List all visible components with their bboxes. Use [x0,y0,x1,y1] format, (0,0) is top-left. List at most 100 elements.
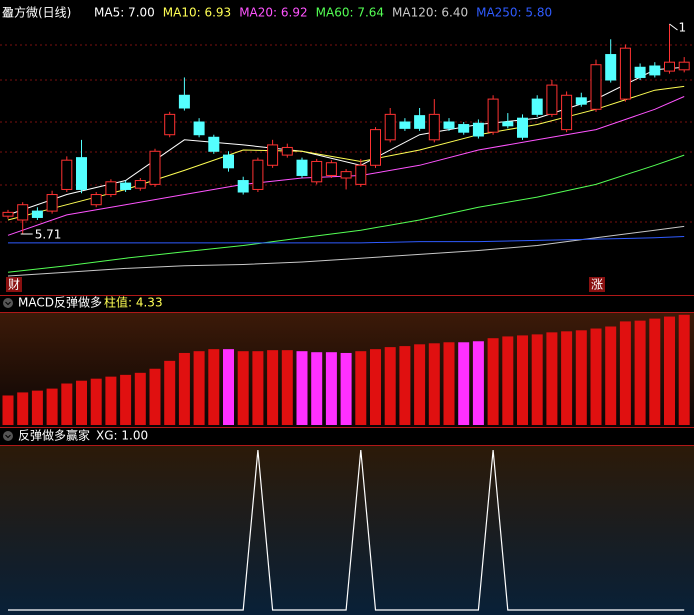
macd-bar [487,338,499,425]
candle-body [237,180,249,193]
legend-entry: MA60: 7.64 [316,6,384,20]
candle-body [31,210,43,218]
macd-bar [546,332,558,425]
macd-bar [223,349,234,425]
candle-body [443,121,455,129]
macd-bar [370,349,381,425]
candle-body [178,94,190,109]
pane-value: 柱值: 4.33 [104,295,163,310]
candle-body [17,204,29,221]
candle-body [164,113,176,136]
xg-line [8,449,685,611]
xg-pane [0,446,694,615]
macd-bar [2,395,14,425]
candle-body [531,98,543,115]
macd-bar [296,351,308,425]
macd-bar [605,326,617,425]
annotation-arrow [669,23,678,31]
candle-body [340,171,352,179]
candle-body [193,121,205,136]
candle-body [149,150,161,185]
collapse-icons[interactable] [3,8,13,441]
marker-box [6,277,22,292]
candle-body [61,159,73,190]
candle-body [134,180,146,189]
macd-bar [325,352,337,425]
candle-body [2,211,14,217]
candle-body [502,121,514,127]
macd-bar [575,330,587,425]
macd-bar [237,351,249,425]
candle-body [678,61,690,71]
macd-bar [590,328,602,425]
annotation: 5.71 [35,228,62,242]
candle-body [664,61,675,72]
pane-title: MACD反弹做多 [18,295,102,310]
macd-bar [502,336,514,425]
candle-body [487,98,499,133]
macd-bar [517,335,528,425]
macd-bar [76,380,87,425]
chart-title: 盈方微(日线) [2,5,71,20]
macd-bar [399,346,411,425]
candle-body [267,144,279,166]
macd-bar [340,352,352,425]
macd-bar [472,341,484,425]
macd-bar [149,368,161,425]
macd-bar [355,351,367,425]
candle-body [370,129,381,166]
candle-body [105,181,117,196]
marker-box [589,277,605,292]
candle-body [208,136,220,152]
candle-body [472,122,484,137]
macd-bar [120,374,132,425]
candle-body [399,121,411,129]
macd-bar [267,350,279,425]
candle-body [561,94,573,131]
legend-entry: MA5: 7.00 [94,6,155,20]
legend-entry: MA10: 6.93 [163,6,231,20]
candle-body [649,65,661,76]
macd-bar [384,347,396,425]
pane-title: 反弹做多赢家 [18,428,90,443]
marker: 财 [8,278,20,292]
macd-bar [443,342,455,425]
candle-body [311,160,323,183]
macd-bar [164,360,176,425]
pane-value: XG: 1.00 [96,429,148,443]
candle-body [634,66,646,78]
legend-entry: MA20: 6.92 [239,6,307,20]
macd-bar [281,350,293,425]
macd-bar [561,331,573,425]
macd-bar [17,392,29,425]
candle-body [458,124,470,133]
macd-bar [619,321,631,425]
candle-body [384,113,396,141]
macd-bar [678,314,690,425]
candle-body [517,117,528,138]
macd-bar [311,352,323,425]
candle-body [605,54,617,81]
legend-entry: MA120: 6.40 [392,6,468,20]
macd-bar [458,342,470,425]
candle-body [90,194,102,206]
macd-bar [428,343,440,425]
ma-line [7,225,685,277]
candle-body [120,182,132,190]
legend-entry: MA250: 5.80 [476,6,552,20]
ma-line [8,236,685,244]
candle-body [296,159,308,176]
macd-bar [90,378,102,425]
macd-bar [414,344,426,425]
candle-body [355,164,367,185]
macd-bar [193,351,205,425]
candle-body [46,194,58,212]
candle-body [325,162,337,176]
macd-bar [31,390,43,425]
candle-body [590,64,602,110]
macd-bar [105,376,117,425]
macd-bar [61,383,73,425]
ma-line [7,154,685,273]
macd-bar [208,349,220,425]
